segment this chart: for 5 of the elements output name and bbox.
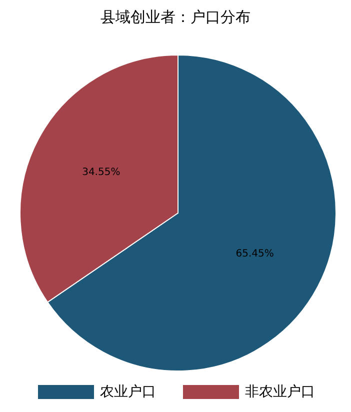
legend-label: 农业户口 bbox=[100, 384, 156, 400]
legend-label: 非农业户口 bbox=[245, 384, 315, 400]
chart-title: 县域创业者：户口分布 bbox=[100, 8, 250, 26]
data-label: 34.55% bbox=[82, 167, 120, 178]
data-label: 65.45% bbox=[236, 248, 274, 260]
